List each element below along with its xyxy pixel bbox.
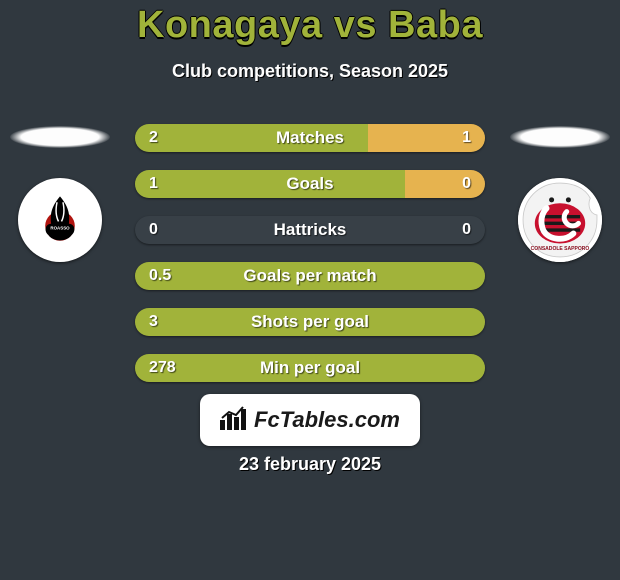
stat-row: Hattricks0 0 xyxy=(135,216,485,244)
svg-text:CONSADOLE SAPPORO: CONSADOLE SAPPORO xyxy=(531,246,590,252)
stat-value-left: 2 xyxy=(149,124,158,152)
consadole-icon: CONSADOLE SAPPORO xyxy=(518,178,602,262)
page-title: Konagaya vs Baba xyxy=(0,4,620,47)
subtitle: Club competitions, Season 2025 xyxy=(0,61,620,82)
stats-bars: Matches21Goals10Hattricks00Goals per mat… xyxy=(135,124,485,400)
comparison-card: Konagaya vs Baba Club competitions, Seas… xyxy=(0,0,620,580)
stat-value-left: 3 xyxy=(149,308,158,336)
club-logo-right: CONSADOLE SAPPORO xyxy=(518,178,602,262)
brand-badge[interactable]: FcTables.com xyxy=(200,394,420,446)
stat-value-right: 0 xyxy=(462,170,471,198)
stat-value-right: 0 xyxy=(462,216,471,244)
club-logo-left: ROASSO xyxy=(18,178,102,262)
stat-value-right: 1 xyxy=(462,124,471,152)
stat-row: Matches2 1 xyxy=(135,124,485,152)
brand-text: FcTables.com xyxy=(254,407,400,433)
stat-label: Min per goal xyxy=(135,354,485,382)
stat-value-left: 0 xyxy=(149,216,158,244)
date-text: 23 february 2025 xyxy=(0,454,620,475)
logo-shadow-left xyxy=(10,126,110,148)
stat-value-left: 1 xyxy=(149,170,158,198)
stat-label: Matches xyxy=(135,124,485,152)
bars-icon xyxy=(220,406,248,435)
stat-label: Hattricks xyxy=(135,216,485,244)
roasso-icon: ROASSO xyxy=(18,178,102,262)
stat-label: Goals xyxy=(135,170,485,198)
logo-shadow-right xyxy=(510,126,610,148)
stat-row: Min per goal278 xyxy=(135,354,485,382)
stat-label: Goals per match xyxy=(135,262,485,290)
stat-value-left: 0.5 xyxy=(149,262,171,290)
stat-row: Shots per goal3 xyxy=(135,308,485,336)
stat-value-left: 278 xyxy=(149,354,176,382)
stat-row: Goals per match0.5 xyxy=(135,262,485,290)
stat-label: Shots per goal xyxy=(135,308,485,336)
stat-row: Goals1 0 xyxy=(135,170,485,198)
svg-text:ROASSO: ROASSO xyxy=(50,226,70,231)
